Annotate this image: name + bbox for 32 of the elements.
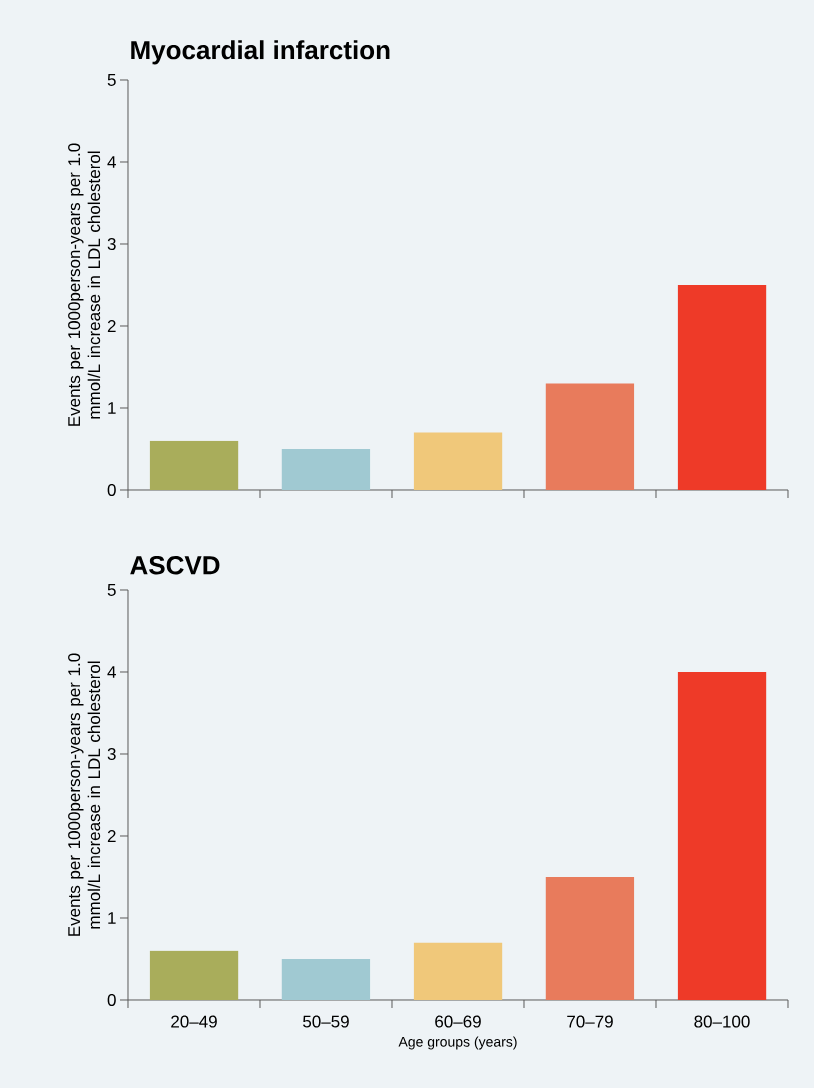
y-tick-label: 1 bbox=[108, 912, 116, 924]
chart-title: Myocardial infarction bbox=[131, 40, 390, 65]
y-axis-title: Events per 1000person-years per 1.0 mmol/L increase in LDL cholesterol bbox=[68, 653, 101, 936]
x-tick-label: 70–79 bbox=[567, 1015, 613, 1028]
bar bbox=[281, 448, 371, 490]
bar bbox=[281, 958, 371, 1000]
bar bbox=[677, 284, 767, 490]
x-tick-label: 60–69 bbox=[435, 1015, 481, 1028]
x-axis-title: Age groups (years) bbox=[398, 1036, 517, 1050]
bar bbox=[545, 383, 635, 490]
x-tick-label: 80–100 bbox=[694, 1015, 750, 1028]
bar bbox=[545, 876, 635, 1000]
y-tick-label: 0 bbox=[107, 993, 116, 1007]
bar bbox=[413, 432, 503, 490]
x-tick-label: 50–59 bbox=[303, 1015, 349, 1028]
chart-title: ASCVD bbox=[130, 556, 220, 575]
y-tick-label: 4 bbox=[107, 156, 116, 168]
bar bbox=[149, 440, 239, 490]
bar bbox=[149, 950, 239, 1000]
y-axis-title: Events per 1000person-years per 1.0 mmol/L increase in LDL cholesterol bbox=[68, 143, 101, 426]
y-tick-label: 0 bbox=[107, 483, 116, 497]
y-tick-label: 3 bbox=[107, 237, 116, 251]
y-tick-label: 2 bbox=[107, 830, 116, 842]
y-tick-label: 4 bbox=[107, 666, 116, 678]
y-tick-label: 3 bbox=[107, 747, 116, 761]
bar bbox=[677, 671, 767, 1000]
bar bbox=[413, 942, 503, 1000]
x-tick-label: 20–49 bbox=[171, 1015, 217, 1028]
y-tick-label: 2 bbox=[107, 320, 116, 332]
y-tick-label: 1 bbox=[108, 402, 116, 414]
y-tick-label: 5 bbox=[107, 74, 116, 86]
y-tick-label: 5 bbox=[107, 584, 116, 596]
